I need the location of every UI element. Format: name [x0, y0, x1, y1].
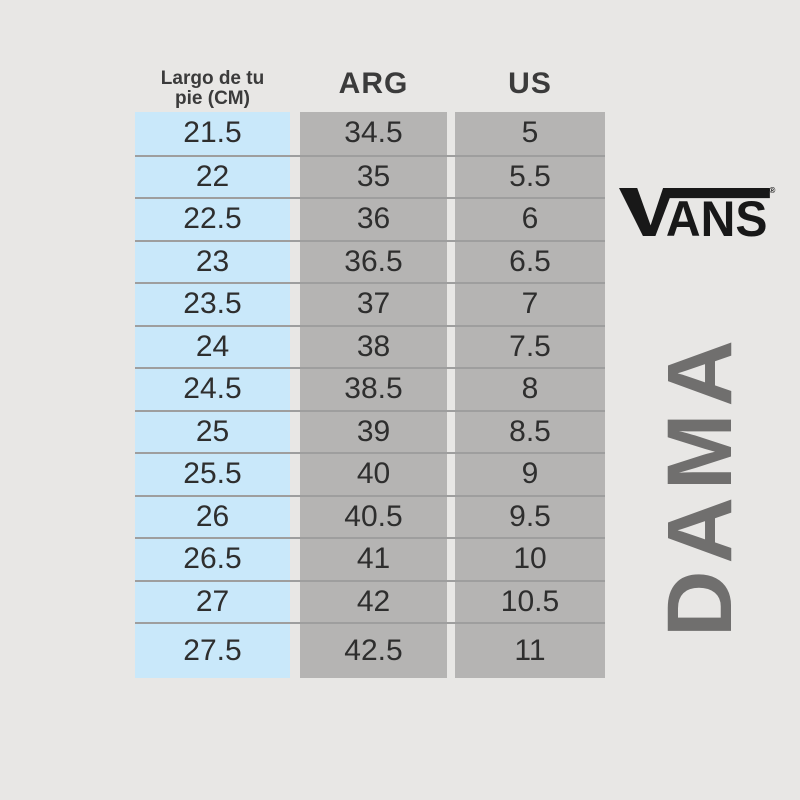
column-header-us: US	[508, 67, 552, 100]
cell-foot-length: 25.5	[135, 454, 290, 495]
cell-us-size: 7.5	[455, 326, 605, 367]
cell-foot-length: 22	[135, 156, 290, 197]
table-row: 22 35 5.5	[135, 154, 605, 197]
cell-us-size: 9.5	[455, 496, 605, 537]
table-row: 27.5 42.5 11	[135, 622, 605, 678]
cell-arg-size: 38	[300, 326, 447, 367]
column-header-foot-length-line2: pie (CM)	[175, 88, 250, 110]
cell-foot-length: 27.5	[135, 624, 290, 678]
registered-trademark-icon: ®	[769, 186, 775, 195]
table-row: 23 36.5 6.5	[135, 239, 605, 282]
table-row: 26.5 41 10	[135, 537, 605, 580]
vans-flying-v-mark	[619, 188, 770, 236]
table-row: 21.5 34.5 5	[135, 112, 605, 155]
category-label-dama: DAMA	[649, 333, 751, 637]
cell-arg-size: 36.5	[300, 241, 447, 282]
table-row: 24 38 7.5	[135, 324, 605, 367]
cell-foot-length: 24	[135, 326, 290, 367]
cell-us-size: 9	[455, 454, 605, 495]
cell-foot-length: 23.5	[135, 284, 290, 325]
cell-us-size: 11	[455, 624, 605, 678]
column-header-foot-length-line1: Largo de tu	[160, 68, 265, 90]
column-header-foot-length: Largo de tu pie (CM)	[135, 69, 290, 112]
cell-foot-length: 27	[135, 581, 290, 622]
table-row: 26 40.5 9.5	[135, 494, 605, 537]
cell-us-size: 5	[455, 112, 605, 155]
cell-arg-size: 40.5	[300, 496, 447, 537]
cell-arg-size: 38.5	[300, 369, 447, 410]
size-chart-table: Largo de tu pie (CM) ARG US 21.5 34.5 5 22 3…	[135, 62, 605, 678]
cell-arg-size: 37	[300, 284, 447, 325]
cell-arg-size: 40	[300, 454, 447, 495]
cell-arg-size: 36	[300, 199, 447, 240]
cell-arg-size: 39	[300, 411, 447, 452]
table-header-row: Largo de tu pie (CM) ARG US	[135, 62, 605, 112]
cell-foot-length: 26.5	[135, 539, 290, 580]
vans-logo: ANS ®	[619, 185, 778, 239]
cell-foot-length: 26	[135, 496, 290, 537]
table-row: 27 42 10.5	[135, 579, 605, 622]
table-row: 22.5 36 6	[135, 197, 605, 240]
cell-us-size: 10	[455, 539, 605, 580]
cell-foot-length: 24.5	[135, 369, 290, 410]
cell-us-size: 10.5	[455, 581, 605, 622]
cell-arg-size: 34.5	[300, 112, 447, 155]
cell-foot-length: 21.5	[135, 112, 290, 155]
cell-foot-length: 22.5	[135, 199, 290, 240]
table-row: 24.5 38.5 8	[135, 367, 605, 410]
cell-us-size: 6	[455, 199, 605, 240]
cell-us-size: 8.5	[455, 411, 605, 452]
cell-foot-length: 23	[135, 241, 290, 282]
cell-us-size: 7	[455, 284, 605, 325]
table-row: 23.5 37 7	[135, 282, 605, 325]
table-rows: 21.5 34.5 5 22 35 5.5 22.5 36 6 23 36.5 6.5 23.5 37 7 2…	[135, 112, 605, 678]
cell-arg-size: 42.5	[300, 624, 447, 678]
cell-arg-size: 35	[300, 156, 447, 197]
column-header-arg: ARG	[338, 67, 409, 100]
vans-logo-svg: ANS ®	[619, 186, 775, 239]
cell-foot-length: 25	[135, 411, 290, 452]
cell-us-size: 5.5	[455, 156, 605, 197]
cell-arg-size: 42	[300, 581, 447, 622]
cell-us-size: 8	[455, 369, 605, 410]
vans-logo-letters: ANS	[666, 191, 768, 239]
table-row: 25 39 8.5	[135, 409, 605, 452]
table-row: 25.5 40 9	[135, 452, 605, 495]
cell-arg-size: 41	[300, 539, 447, 580]
cell-us-size: 6.5	[455, 241, 605, 282]
